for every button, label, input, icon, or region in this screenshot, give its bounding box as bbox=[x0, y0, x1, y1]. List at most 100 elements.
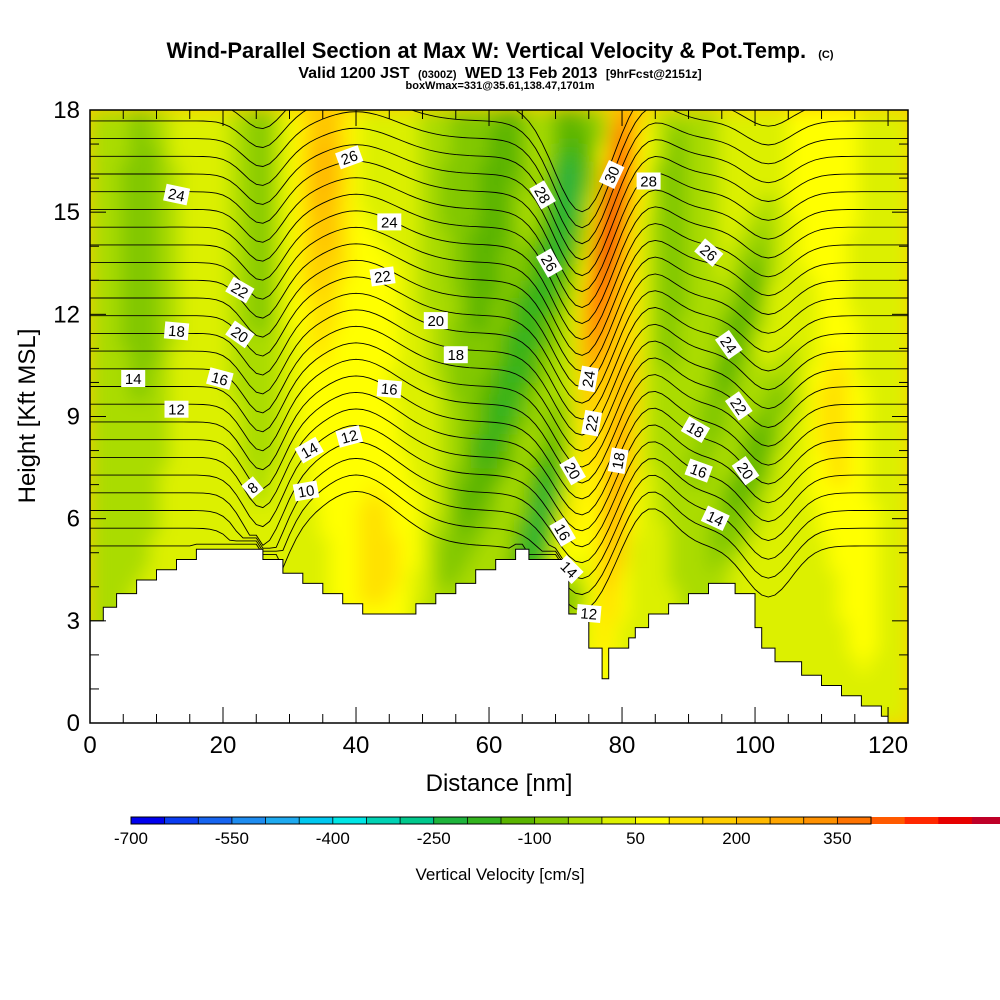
field-cell bbox=[628, 161, 640, 179]
field-cell bbox=[279, 297, 291, 315]
field-cell bbox=[509, 110, 520, 128]
field-cell bbox=[668, 535, 680, 554]
field-cell bbox=[399, 127, 410, 145]
field-cell bbox=[159, 212, 171, 230]
isentrope-label-bg bbox=[694, 238, 724, 267]
field-cell bbox=[618, 229, 630, 247]
field-cell bbox=[588, 314, 600, 332]
colorbar-swatch bbox=[332, 817, 367, 824]
field-cell bbox=[319, 399, 330, 418]
field-cell bbox=[469, 467, 480, 486]
field-cell bbox=[778, 212, 789, 230]
field-cell bbox=[778, 229, 789, 247]
field-cell bbox=[818, 484, 829, 503]
field-cell bbox=[828, 144, 839, 162]
field-cell bbox=[110, 229, 121, 247]
field-cell bbox=[608, 518, 620, 537]
field-cell bbox=[768, 212, 779, 230]
field-cell bbox=[119, 144, 131, 162]
field-cell bbox=[189, 280, 201, 298]
field-cell bbox=[299, 212, 311, 230]
field-cell bbox=[409, 246, 420, 264]
field-cell bbox=[259, 450, 271, 469]
field-cell bbox=[818, 535, 829, 554]
field-cell bbox=[798, 229, 809, 247]
field-cell bbox=[239, 348, 251, 366]
field-cell bbox=[519, 161, 530, 179]
field-cell bbox=[110, 297, 121, 315]
field-cell bbox=[618, 195, 630, 213]
field-cell bbox=[419, 416, 430, 435]
field-cell bbox=[568, 314, 580, 332]
field-cell bbox=[179, 535, 191, 554]
field-cell bbox=[588, 399, 600, 418]
field-cell bbox=[469, 501, 480, 520]
field-cell bbox=[628, 280, 640, 298]
field-cell bbox=[548, 365, 560, 383]
field-cell bbox=[868, 178, 879, 196]
field-cell bbox=[199, 195, 211, 213]
field-cell bbox=[319, 229, 330, 247]
x-tick-label: 60 bbox=[476, 732, 503, 759]
field-cell bbox=[818, 246, 829, 264]
field-cell bbox=[309, 382, 321, 400]
field-cell bbox=[808, 365, 819, 383]
field-cell bbox=[658, 450, 670, 469]
field-cell bbox=[878, 552, 889, 571]
field-cell bbox=[299, 535, 311, 554]
field-cell bbox=[778, 331, 789, 349]
field-cell bbox=[668, 416, 680, 435]
field-cell bbox=[359, 586, 370, 605]
field-cell bbox=[519, 331, 530, 349]
field-cell bbox=[329, 399, 340, 418]
field-cell bbox=[259, 331, 271, 349]
field-cell bbox=[269, 535, 281, 554]
field-cell bbox=[798, 365, 809, 383]
field-cell bbox=[538, 161, 550, 179]
field-cell bbox=[439, 382, 450, 400]
field-cell bbox=[219, 161, 231, 179]
field-cell bbox=[169, 263, 181, 281]
field-cell bbox=[848, 637, 859, 656]
field-cell bbox=[519, 263, 530, 281]
field-cell bbox=[648, 518, 660, 537]
field-cell bbox=[100, 535, 111, 554]
field-cell bbox=[788, 280, 799, 298]
field-cell bbox=[868, 518, 879, 537]
field-cell bbox=[868, 246, 879, 264]
field-cell bbox=[339, 110, 350, 128]
field-cell bbox=[768, 484, 779, 503]
field-cell bbox=[159, 178, 171, 196]
field-cell bbox=[329, 195, 340, 213]
field-cell bbox=[838, 144, 849, 162]
isentrope-label: 20 bbox=[731, 456, 760, 486]
field-cell bbox=[479, 484, 490, 503]
field-cell bbox=[658, 195, 670, 213]
field-cell bbox=[878, 331, 889, 349]
field-cell bbox=[778, 416, 789, 435]
field-cell bbox=[548, 467, 560, 486]
field-cell bbox=[90, 433, 101, 452]
field-cell bbox=[708, 144, 720, 162]
isentrope-label: 18 bbox=[443, 346, 468, 364]
isentrope-line bbox=[90, 358, 908, 484]
isentrope-label-bg bbox=[335, 145, 364, 170]
field-cell bbox=[838, 263, 849, 281]
field-cell bbox=[798, 127, 809, 145]
field-cell bbox=[668, 110, 680, 128]
field-cell bbox=[329, 263, 340, 281]
field-cell bbox=[648, 331, 660, 349]
field-cell bbox=[409, 569, 420, 588]
isentrope-label-bg bbox=[241, 476, 264, 499]
field-cell bbox=[509, 178, 520, 196]
field-cell bbox=[638, 161, 650, 179]
field-cell bbox=[259, 110, 271, 128]
field-cell bbox=[828, 331, 839, 349]
field-cell bbox=[778, 195, 789, 213]
field-cell bbox=[818, 552, 829, 571]
field-cell bbox=[758, 535, 769, 554]
field-cell bbox=[538, 212, 550, 230]
field-cell bbox=[219, 110, 231, 128]
field-cell bbox=[299, 552, 311, 571]
isentrope-label-bg bbox=[636, 172, 661, 190]
